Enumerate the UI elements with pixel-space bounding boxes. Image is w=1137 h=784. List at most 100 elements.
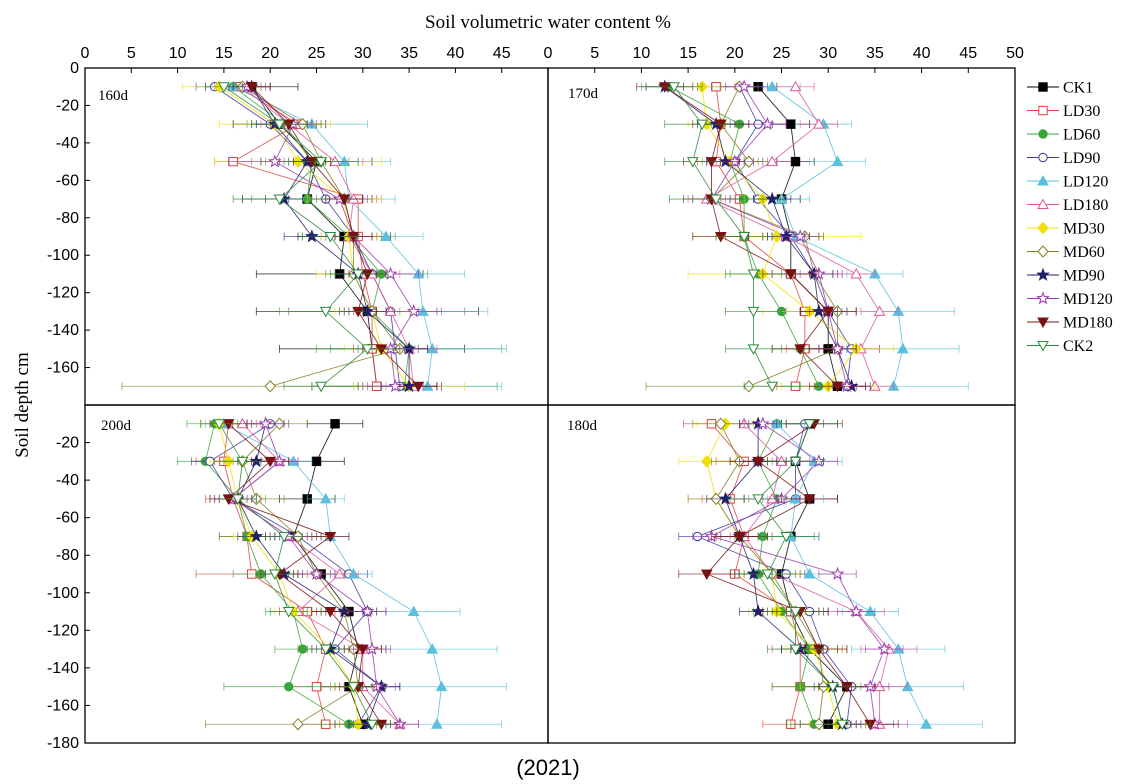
- legend-label: MD30: [1063, 221, 1105, 238]
- data-point: [784, 269, 797, 280]
- legend-item-ld120: LD120: [1027, 174, 1108, 191]
- data-point: [789, 492, 802, 504]
- data-point: [841, 682, 853, 693]
- panel-label: 160d: [98, 88, 129, 104]
- legend-marker: [1038, 105, 1048, 116]
- series-md90: [218, 416, 401, 731]
- y-tick-label: 0: [70, 60, 79, 77]
- data-point: [766, 155, 779, 167]
- data-point: [747, 306, 760, 318]
- legend-item-ld90: LD90: [1027, 150, 1100, 167]
- data-point: [658, 82, 671, 93]
- data-point: [329, 155, 341, 167]
- legend-marker: [1037, 245, 1049, 258]
- data-point: [696, 119, 708, 131]
- data-point: [813, 118, 825, 129]
- data-point: [803, 494, 816, 505]
- legend-label: CK1: [1063, 80, 1093, 97]
- x-tick-label: 25: [773, 45, 791, 62]
- data-point: [406, 304, 421, 318]
- data-point: [273, 194, 286, 206]
- series-ck2: [645, 82, 801, 393]
- data-point: [297, 644, 308, 654]
- data-point: [426, 342, 439, 354]
- data-point: [407, 605, 420, 617]
- data-point: [292, 717, 304, 731]
- data-point: [701, 455, 713, 468]
- data-point: [863, 679, 878, 693]
- data-point: [836, 719, 849, 731]
- legend: CK1 LD30 LD60 LD90 LD120 LD180 MD30 MD60 MD90 MD1…: [1027, 80, 1113, 355]
- data-point: [222, 494, 235, 505]
- data-point: [766, 80, 779, 92]
- data-point: [319, 644, 332, 656]
- data-point: [873, 305, 886, 316]
- panel-label: 170d: [568, 86, 599, 102]
- data-point: [752, 456, 764, 468]
- data-point: [877, 641, 892, 655]
- x-tick-label: 15: [215, 45, 233, 62]
- data-point: [700, 569, 713, 581]
- legend-item-ld30: LD30: [1027, 103, 1100, 120]
- data-point: [333, 567, 346, 579]
- x-tick-label: 40: [913, 45, 931, 62]
- legend-item-ck1: CK1: [1027, 80, 1093, 97]
- data-point: [324, 232, 337, 243]
- data-point: [264, 380, 276, 393]
- x-tick-label: 45: [959, 45, 977, 62]
- data-point: [766, 492, 779, 504]
- legend-item-md90: MD90: [1027, 268, 1105, 285]
- data-point: [264, 456, 277, 468]
- data-point: [383, 341, 398, 355]
- data-point: [402, 379, 417, 393]
- legend-marker: [1037, 198, 1049, 209]
- data-point: [282, 607, 295, 618]
- x-tick-label: 10: [169, 45, 187, 62]
- y-tick-label: -120: [47, 285, 79, 302]
- data-point: [361, 344, 374, 355]
- data-point: [315, 381, 327, 393]
- data-point: [760, 116, 775, 131]
- data-point: [272, 454, 287, 468]
- data-point: [222, 419, 235, 430]
- data-point: [352, 306, 365, 318]
- data-point: [319, 306, 332, 318]
- x-tick-label: 30: [819, 45, 837, 62]
- x-tick-label: 25: [308, 45, 326, 62]
- data-point: [324, 607, 337, 618]
- data-point: [789, 644, 802, 656]
- data-point: [873, 680, 886, 692]
- legend-label: MD120: [1063, 291, 1113, 308]
- data-point: [306, 157, 318, 168]
- data-point: [733, 531, 746, 543]
- legend-label: MD180: [1063, 315, 1113, 332]
- data-point: [738, 232, 750, 243]
- legend-marker: [1037, 317, 1049, 329]
- data-point: [267, 154, 282, 168]
- data-point: [431, 718, 443, 729]
- data-point: [282, 119, 295, 131]
- data-point: [388, 379, 403, 393]
- data-point: [380, 230, 392, 241]
- data-point: [715, 417, 727, 431]
- data-point: [287, 455, 300, 466]
- data-point: [790, 156, 801, 167]
- data-point: [751, 604, 766, 618]
- data-point: [421, 380, 434, 391]
- legend-label: MD60: [1063, 244, 1105, 261]
- data-point: [830, 341, 845, 355]
- data-point: [236, 456, 249, 468]
- data-point: [714, 232, 727, 243]
- y-axis-title: Soil depth cm: [12, 352, 33, 458]
- data-point: [789, 607, 802, 618]
- data-point: [356, 644, 369, 656]
- legend-item-md60: MD60: [1027, 244, 1105, 261]
- data-point: [849, 604, 864, 618]
- x-tick-label: 0: [544, 45, 553, 62]
- series-ck2: [204, 82, 405, 393]
- x-tick-label: 10: [633, 45, 651, 62]
- legend-item-ld60: LD60: [1027, 127, 1100, 144]
- data-point: [360, 304, 375, 318]
- x-tick-label: 15: [679, 45, 697, 62]
- x-tick-label: 20: [726, 45, 744, 62]
